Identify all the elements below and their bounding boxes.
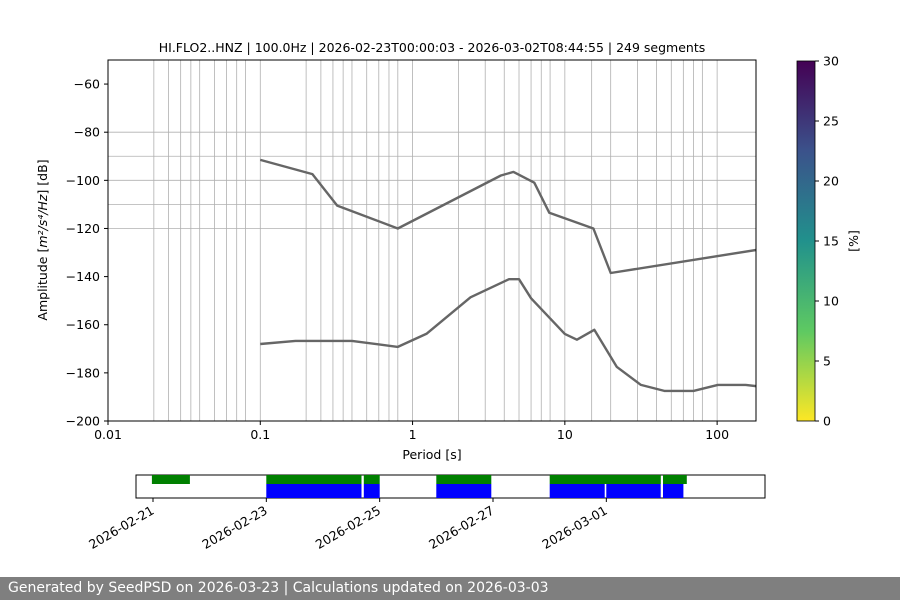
colorbar-tick-label: 0 <box>823 414 831 429</box>
footer: Generated by SeedPSD on 2026-03-23 | Cal… <box>0 577 900 600</box>
x-tick-label: 1 <box>409 427 417 442</box>
colorbar-tick-label: 20 <box>823 174 839 189</box>
y-tick-label: −180 <box>66 365 100 380</box>
colorbar-tick-label: 30 <box>823 54 839 69</box>
availability-segment <box>663 475 687 484</box>
colorbar-label: [%] <box>846 230 861 252</box>
plot-frame <box>107 59 757 422</box>
used-segment <box>266 484 362 498</box>
y-tick-label: −140 <box>66 269 100 284</box>
availability-bars <box>151 475 687 498</box>
x-tick-label: 100 <box>705 427 729 442</box>
availability-segment <box>363 475 380 484</box>
colorbar-tick-label: 5 <box>823 354 831 369</box>
y-axis-label-math: m²/s⁴/Hz <box>35 194 50 248</box>
x-axis-label: Period [s] <box>402 447 461 462</box>
y-tick-label: −160 <box>66 317 100 332</box>
low-noise-model-line <box>260 278 756 393</box>
used-segment <box>549 484 605 498</box>
grid-lines <box>108 60 756 421</box>
y-tick-label: −100 <box>66 173 100 188</box>
y-tick-label: −120 <box>66 221 100 236</box>
y-axis-ticks: −60 −80 −100 −120 −140 −160 −180 −200 <box>66 77 108 429</box>
x-tick-label: 10 <box>557 427 573 442</box>
y-axis-label-prefix: Amplitude [ <box>35 248 50 321</box>
date-tick-label: 2026-02-25 <box>313 503 383 552</box>
x-tick-label: 0.01 <box>94 427 122 442</box>
used-segment <box>436 484 492 498</box>
date-tick-label: 2026-02-27 <box>426 503 496 552</box>
y-tick-label: −200 <box>66 414 100 429</box>
used-segment <box>663 484 684 498</box>
psd-figure: HI.FLO2..HNZ | 100.0Hz | 2026-02-23T00:0… <box>35 40 861 552</box>
y-axis-label: Amplitude [m²/s⁴/Hz] [dB] <box>35 159 50 320</box>
availability-segment <box>151 475 190 484</box>
colorbar-tick-label: 25 <box>823 114 839 129</box>
y-axis-label-suffix: ] [dB] <box>35 159 50 194</box>
availability-segment <box>549 475 661 484</box>
date-tick-label: 2026-02-23 <box>199 503 269 552</box>
x-axis-ticks: 0.01 0.1 1 10 100 <box>94 421 729 442</box>
colorbar-tick-label: 10 <box>823 294 839 309</box>
colorbar-tick-label: 15 <box>823 234 839 249</box>
y-tick-label: −80 <box>74 125 100 140</box>
used-segment <box>363 484 380 498</box>
noise-models <box>259 158 756 393</box>
date-tick-label: 2026-02-21 <box>86 503 156 552</box>
chart-title: HI.FLO2..HNZ | 100.0Hz | 2026-02-23T00:0… <box>159 40 706 55</box>
high-noise-model-line <box>259 158 756 275</box>
availability-segment <box>266 475 362 484</box>
date-tick-label: 2026-03-01 <box>539 503 609 552</box>
colorbar <box>796 60 816 422</box>
availability-date-ticks: 2026-02-21 2026-02-23 2026-02-25 2026-02-27… <box>86 498 610 552</box>
availability-segment <box>436 475 492 484</box>
colorbar-ticks: 0 5 10 15 20 25 30 <box>815 54 839 429</box>
used-segment <box>606 484 661 498</box>
y-tick-label: −60 <box>74 77 100 92</box>
x-tick-label: 0.1 <box>250 427 270 442</box>
